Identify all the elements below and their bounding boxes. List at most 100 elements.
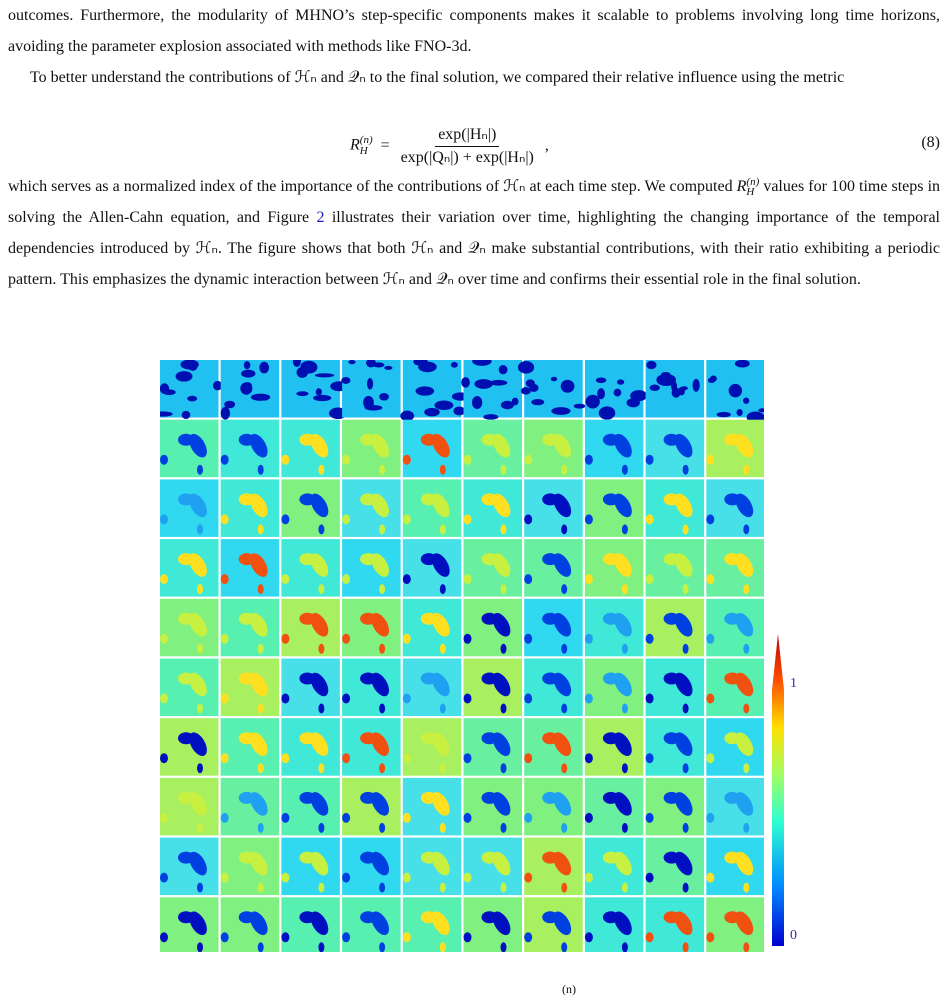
blob [379,822,386,833]
blob [281,932,290,943]
tile [281,718,340,776]
blob [621,584,628,595]
blob [257,524,264,535]
blob [680,386,688,391]
blob [706,753,715,764]
blob [663,911,680,924]
blob [379,392,389,401]
tile [584,539,644,597]
blob [160,633,168,644]
eq-equals: = [380,137,390,154]
blob [299,732,316,745]
blob [463,872,472,883]
tile [160,598,219,657]
blob [281,812,290,823]
blob [360,911,377,924]
blob [602,672,619,685]
blob [542,672,559,685]
blob [483,414,499,420]
blob [682,703,689,714]
blob [299,791,316,804]
blob [281,633,290,644]
blob [561,763,568,774]
figure-grid [160,360,764,952]
symbol: R (n) H [737,177,760,198]
blob [299,672,316,685]
eq-lhs: R (n) H [350,135,373,157]
blob [300,360,318,374]
tile [645,897,705,952]
blob [524,633,533,644]
tile [342,837,401,896]
blob [360,493,377,506]
blob [220,633,229,644]
blob [561,464,568,475]
tile [220,777,280,836]
caption-fragment: (n) [562,982,576,995]
blob [724,493,741,506]
blob [160,411,173,417]
blob [682,524,689,535]
blob [500,822,507,833]
tile [160,479,219,537]
blob [318,643,325,654]
blob [342,633,351,644]
blob [597,388,605,400]
blob [706,454,715,465]
blob [281,454,290,465]
blob [360,612,377,625]
blob [439,643,446,654]
tile [281,658,340,716]
blob [481,493,498,506]
blob [450,361,458,368]
blob [402,633,411,644]
blob [360,791,377,804]
blob [682,942,689,952]
blob [621,464,628,475]
blob [238,433,255,446]
tile [584,419,644,478]
blob [621,524,628,535]
blob [598,406,616,420]
blob [463,514,472,525]
tile [645,718,705,776]
tile [706,419,764,478]
blob [348,360,356,365]
tile [584,479,644,537]
blob [520,387,531,395]
blob [439,464,446,475]
tile [645,777,705,836]
blob [743,882,750,893]
blob [318,524,325,535]
blob [602,851,619,864]
blob [743,584,750,595]
tile [524,897,583,952]
blob [724,433,741,446]
blob [706,574,715,585]
tile [463,658,522,716]
blob [420,851,437,864]
blob [178,791,194,804]
blob [257,703,264,714]
tile [706,598,764,657]
blob [318,703,325,714]
blob [238,493,255,506]
tile [524,837,583,896]
blob [402,812,411,823]
blob [472,360,492,366]
tile [584,897,644,952]
figure-link[interactable]: 2 [316,209,325,226]
blob [616,379,625,385]
blob [420,732,437,745]
blob [318,822,325,833]
blob [197,882,203,893]
paragraph: To better understand the contributions o… [30,69,845,86]
tile [645,837,705,896]
blob [524,812,533,823]
blob [743,822,750,833]
blob [663,553,680,566]
blob [241,369,256,378]
tile [463,479,522,537]
blob [178,732,194,745]
blob [724,911,741,924]
